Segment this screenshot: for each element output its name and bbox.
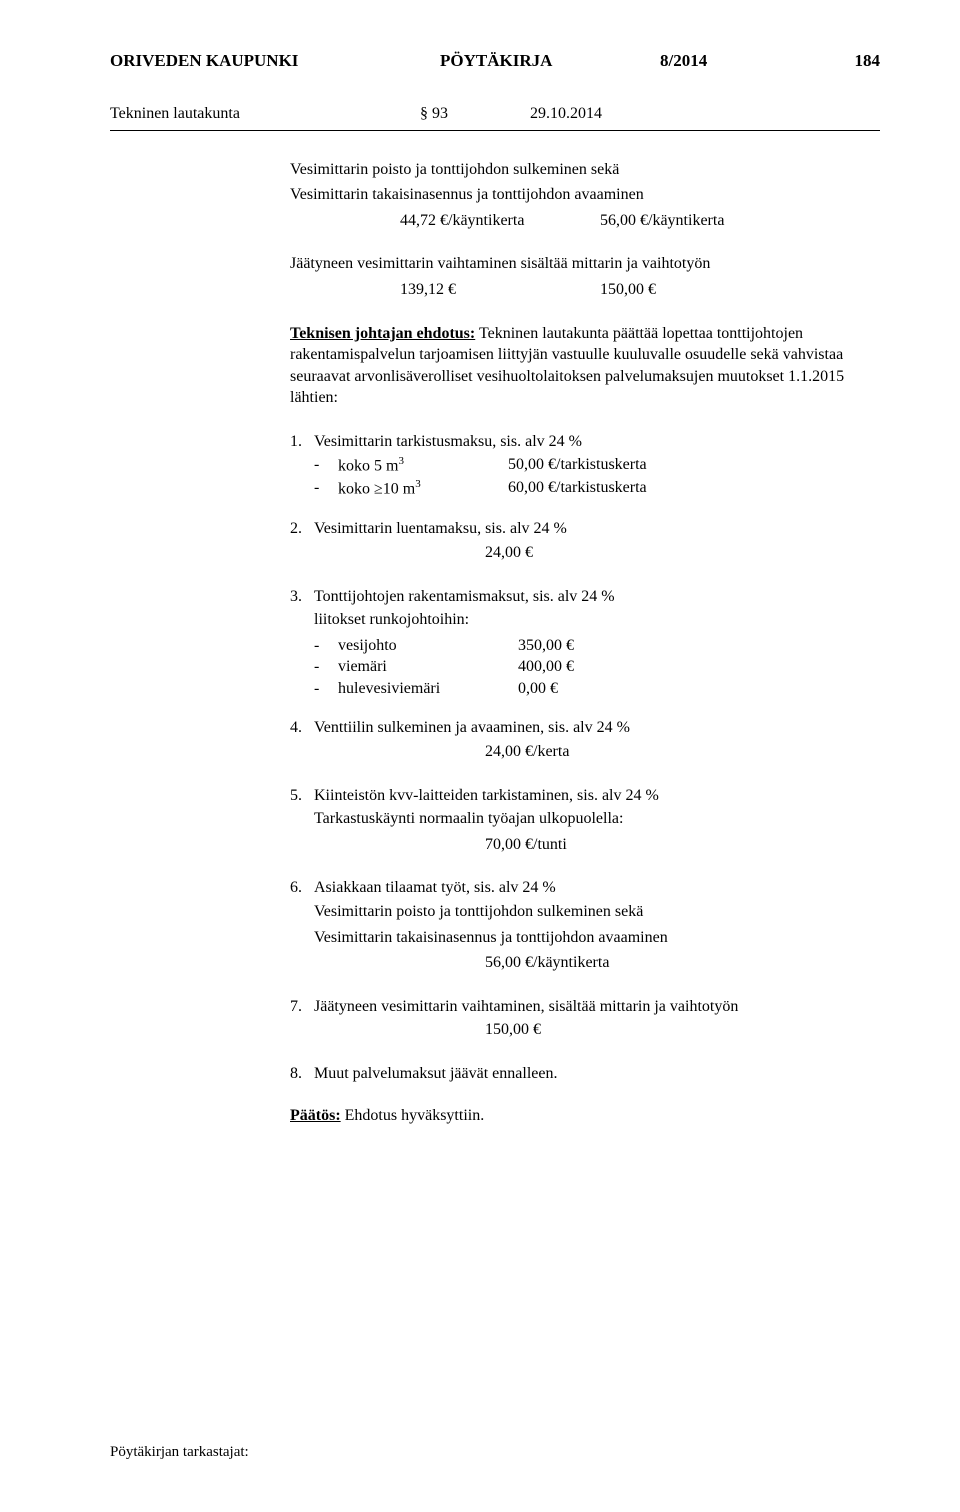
item-7-num: 7. xyxy=(290,996,314,1018)
page-number: 184 xyxy=(760,50,880,73)
item-4: 4. Venttiilin sulkeminen ja avaaminen, s… xyxy=(290,717,880,739)
item-6-value: 56,00 €/käyntikerta xyxy=(485,952,880,974)
decision-text: Ehdotus hyväksyttiin. xyxy=(341,1107,485,1124)
committee-name: Tekninen lautakunta xyxy=(110,103,420,125)
item-6: 6. Asiakkaan tilaamat työt, sis. alv 24 … xyxy=(290,877,880,899)
item-8-num: 8. xyxy=(290,1063,314,1085)
item-5-num: 5. xyxy=(290,785,314,807)
item-2: 2. Vesimittarin luentamaksu, sis. alv 24… xyxy=(290,518,880,540)
item-7-title: Jäätyneen vesimittarin vaihtaminen, sisä… xyxy=(314,996,880,1018)
item-4-value: 24,00 €/kerta xyxy=(485,741,880,763)
item-1-row-b: - koko ≥10 m3 60,00 €/tarkistuskerta xyxy=(314,477,880,500)
item-3-title: Tonttijohtojen rakentamismaksut, sis. al… xyxy=(314,586,880,608)
item-3-num: 3. xyxy=(290,586,314,608)
intro-amount-2: 56,00 €/käyntikerta xyxy=(600,210,880,232)
item-3b-value: 400,00 € xyxy=(518,656,880,678)
proposal-paragraph: Teknisen johtajan ehdotus: Tekninen laut… xyxy=(290,323,880,409)
item-2-title: Vesimittarin luentamaksu, sis. alv 24 % xyxy=(314,518,880,540)
item-1: 1. Vesimittarin tarkistusmaksu, sis. alv… xyxy=(290,431,880,453)
item-1-num: 1. xyxy=(290,431,314,453)
item-5-value: 70,00 €/tunti xyxy=(485,834,880,856)
item-7-value: 150,00 € xyxy=(485,1019,880,1041)
dash-icon: - xyxy=(314,678,338,700)
item-3-subtitle: liitokset runkojohtoihin: xyxy=(314,609,880,631)
item-1a-label: koko 5 m3 xyxy=(338,454,508,477)
intro-line-2: Vesimittarin takaisinasennus ja tonttijo… xyxy=(290,184,880,206)
item-3a-value: 350,00 € xyxy=(518,635,880,657)
item-6-num: 6. xyxy=(290,877,314,899)
dash-icon: - xyxy=(314,635,338,657)
document-header: ORIVEDEN KAUPUNKI PÖYTÄKIRJA 8/2014 184 xyxy=(110,50,880,73)
item-8: 8. Muut palvelumaksut jäävät ennalleen. xyxy=(290,1063,880,1085)
proposal-label: Teknisen johtajan ehdotus: xyxy=(290,325,475,342)
decision-label: Päätös: xyxy=(290,1107,341,1124)
meeting-date: 29.10.2014 xyxy=(530,103,880,125)
item-3-row-b: - viemäri 400,00 € xyxy=(314,656,880,678)
item-3-row-a: - vesijohto 350,00 € xyxy=(314,635,880,657)
item-6-line-b: Vesimittarin poisto ja tonttijohdon sulk… xyxy=(314,901,880,923)
intro-value-2: 150,00 € xyxy=(600,279,880,301)
dash-icon: - xyxy=(314,656,338,678)
item-8-title: Muut palvelumaksut jäävät ennalleen. xyxy=(314,1063,880,1085)
intro-values: 139,12 € 150,00 € xyxy=(400,279,880,301)
item-6-title: Asiakkaan tilaamat työt, sis. alv 24 % xyxy=(314,877,880,899)
org-name: ORIVEDEN KAUPUNKI xyxy=(110,50,440,73)
intro-line-1: Vesimittarin poisto ja tonttijohdon sulk… xyxy=(290,159,880,181)
item-1b-value: 60,00 €/tarkistuskerta xyxy=(508,477,880,500)
document-subheader: Tekninen lautakunta § 93 29.10.2014 xyxy=(110,103,880,131)
item-7: 7. Jäätyneen vesimittarin vaihtaminen, s… xyxy=(290,996,880,1018)
item-2-num: 2. xyxy=(290,518,314,540)
item-3-row-c: - hulevesiviemäri 0,00 € xyxy=(314,678,880,700)
item-1b-label: koko ≥10 m3 xyxy=(338,477,508,500)
item-1-title: Vesimittarin tarkistusmaksu, sis. alv 24… xyxy=(314,431,880,453)
footer-text: Pöytäkirjan tarkastajat: xyxy=(110,1442,249,1462)
intro-amount-1: 44,72 €/käyntikerta xyxy=(400,210,600,232)
item-3b-label: viemäri xyxy=(338,656,518,678)
intro-amounts: 44,72 €/käyntikerta 56,00 €/käyntikerta xyxy=(400,210,880,232)
item-5-title: Kiinteistön kvv-laitteiden tarkistaminen… xyxy=(314,785,880,807)
item-4-title: Venttiilin sulkeminen ja avaaminen, sis.… xyxy=(314,717,880,739)
item-3a-label: vesijohto xyxy=(338,635,518,657)
item-2-value: 24,00 € xyxy=(485,542,880,564)
item-3c-value: 0,00 € xyxy=(518,678,880,700)
document-body: Vesimittarin poisto ja tonttijohdon sulk… xyxy=(290,159,880,1127)
intro-line-3: Jäätyneen vesimittarin vaihtaminen sisäl… xyxy=(290,253,880,275)
item-1a-value: 50,00 €/tarkistuskerta xyxy=(508,454,880,477)
decision-line: Päätös: Ehdotus hyväksyttiin. xyxy=(290,1105,880,1127)
item-6-line-c: Vesimittarin takaisinasennus ja tonttijo… xyxy=(314,927,880,949)
item-3: 3. Tonttijohtojen rakentamismaksut, sis.… xyxy=(290,586,880,608)
doc-number: 8/2014 xyxy=(660,50,760,73)
item-1-row-a: - koko 5 m3 50,00 €/tarkistuskerta xyxy=(314,454,880,477)
intro-value-1: 139,12 € xyxy=(400,279,600,301)
item-3c-label: hulevesiviemäri xyxy=(338,678,518,700)
section-number: § 93 xyxy=(420,103,530,125)
item-5: 5. Kiinteistön kvv-laitteiden tarkistami… xyxy=(290,785,880,807)
dash-icon: - xyxy=(314,454,338,477)
doc-type: PÖYTÄKIRJA xyxy=(440,50,660,73)
dash-icon: - xyxy=(314,477,338,500)
item-5-subtitle: Tarkastuskäynti normaalin työajan ulkopu… xyxy=(314,808,880,830)
item-4-num: 4. xyxy=(290,717,314,739)
